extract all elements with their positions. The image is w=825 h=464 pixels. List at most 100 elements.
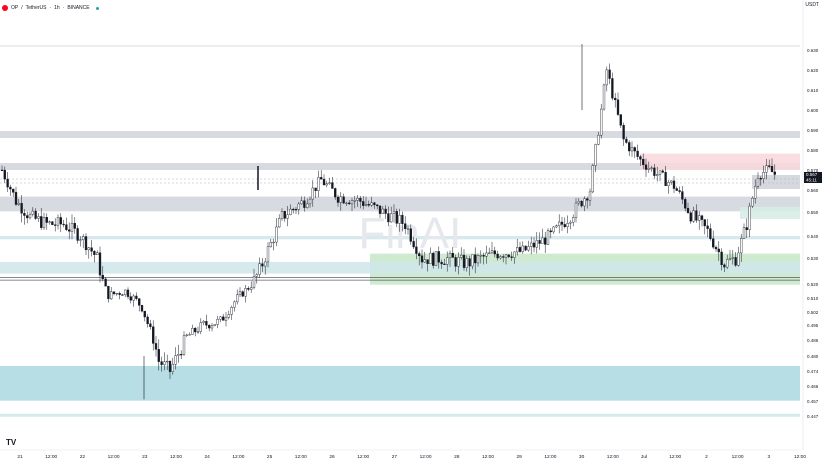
candle-body: [457, 257, 460, 267]
candle-body: [62, 223, 65, 226]
zone-grey[interactable]: [0, 163, 800, 170]
price-tick-label: 0.474: [807, 369, 819, 374]
candle-body: [759, 178, 762, 180]
candle-body: [594, 144, 597, 166]
candle-body: [112, 291, 116, 295]
price-tick-label: 0.520: [807, 282, 819, 287]
candle-body: [278, 218, 281, 228]
time-tick-label: Jul: [641, 454, 647, 460]
candle-body: [185, 334, 188, 336]
candle-body: [728, 258, 732, 260]
candle-body: [717, 248, 720, 253]
pair-label[interactable]: TetherUS: [25, 5, 47, 11]
time-tick-label: 12:00: [45, 454, 57, 460]
price-tick-label: 0.447: [807, 414, 819, 419]
candle-body: [703, 219, 706, 227]
candle-body: [563, 224, 566, 228]
candle-body: [202, 321, 205, 323]
candle-body: [303, 200, 306, 208]
zone-red[interactable]: [640, 153, 800, 170]
candle-body: [756, 178, 760, 187]
candle-body: [140, 305, 144, 312]
candle-body: [695, 210, 698, 221]
candle-body: [339, 196, 342, 203]
candle-body: [712, 238, 715, 248]
currency-label[interactable]: USDT: [805, 2, 819, 8]
candle-body: [485, 252, 488, 257]
exchange-label: BINANCE: [67, 5, 90, 11]
zone-grey-right[interactable]: [752, 175, 800, 189]
candle-body: [622, 125, 625, 140]
candle-body: [166, 360, 169, 363]
zone-grey[interactable]: [0, 196, 800, 212]
candle-body: [331, 182, 334, 189]
candle-body: [451, 252, 454, 258]
candle-body: [474, 254, 477, 264]
time-tick-label: 26: [329, 454, 335, 460]
candle-body: [370, 202, 373, 206]
interval-label[interactable]: 1h: [54, 5, 60, 11]
zone-teal[interactable]: [0, 413, 800, 417]
candle-body: [82, 236, 85, 240]
candle-body: [552, 226, 555, 233]
candle-body: [577, 200, 580, 204]
price-tick-label: 0.486: [807, 338, 819, 343]
separator-1: ·: [49, 5, 52, 11]
candle-body: [247, 288, 250, 290]
candle-body: [342, 196, 345, 204]
candle-body: [348, 202, 351, 205]
candle-body: [521, 245, 524, 252]
candle-body: [168, 360, 172, 372]
zone-teal[interactable]: [0, 236, 800, 240]
candle-body: [255, 274, 258, 277]
chart-header: OP / TetherUS · 1h · BINANCE: [2, 2, 99, 14]
candle-body: [306, 203, 309, 208]
time-tick-label: 12:00: [544, 454, 556, 460]
candle-body: [734, 257, 737, 266]
candle-body: [499, 256, 502, 259]
candle-body: [104, 278, 107, 287]
candle-body: [241, 291, 244, 297]
candle-body: [286, 214, 289, 219]
candle-body: [238, 291, 242, 295]
zone-grey[interactable]: [0, 131, 800, 138]
candle-body: [395, 211, 398, 224]
candle-body: [619, 114, 622, 126]
candle-body: [602, 84, 606, 110]
price-tick-label: 0.466: [807, 384, 819, 389]
candle-body: [384, 208, 387, 214]
zone-teal[interactable]: [0, 261, 800, 274]
candle-body: [320, 177, 323, 180]
candle-body: [538, 240, 541, 244]
candle-body: [698, 215, 701, 221]
candle-body: [0, 169, 4, 172]
candle-body: [48, 221, 51, 223]
candle-body: [661, 170, 664, 173]
candle-body: [493, 250, 496, 255]
candle-body: [516, 247, 519, 253]
candle-body: [219, 316, 222, 320]
candle-body: [670, 180, 673, 183]
candle-body: [157, 349, 160, 362]
symbol-label[interactable]: OP: [11, 5, 19, 11]
candle-body: [76, 228, 79, 241]
candle-body: [367, 204, 370, 206]
candle-body: [510, 256, 513, 258]
tradingview-logo: TV: [6, 438, 17, 447]
price-tick-label: 0.495: [807, 323, 819, 328]
candle-body: [583, 198, 586, 207]
zone-teal-right[interactable]: [740, 207, 800, 219]
time-tick-label: 12:00: [607, 454, 619, 460]
candle-body: [96, 252, 99, 255]
candle-body: [742, 227, 746, 239]
candle-body: [667, 182, 670, 187]
price-tick-label: 0.570: [807, 168, 819, 173]
candle-body: [390, 213, 393, 223]
candle-body: [398, 214, 401, 224]
zone-teal_strong[interactable]: [0, 366, 800, 401]
candle-body: [196, 331, 200, 333]
price-tick-label: 0.620: [807, 68, 819, 73]
candle-body: [748, 205, 751, 230]
candle-body: [706, 225, 709, 229]
